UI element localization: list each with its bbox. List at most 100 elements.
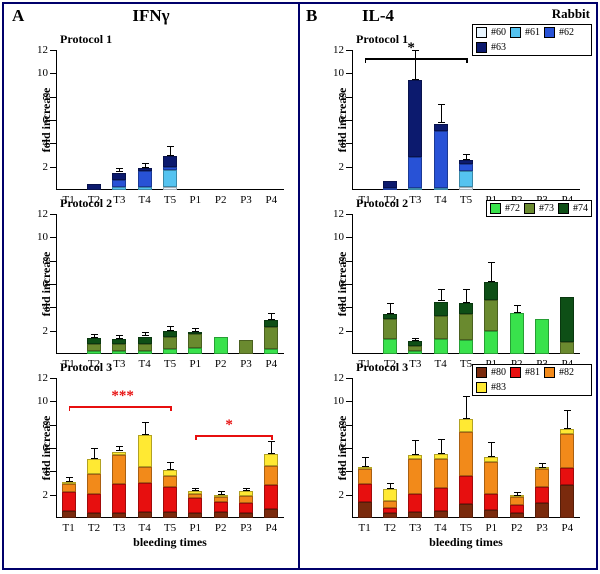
x-tick-label: P4 (266, 194, 278, 206)
x-tick-label: P3 (240, 358, 252, 370)
y-tick-label: 8 (43, 91, 49, 103)
y-tick-label: 4 (43, 137, 49, 149)
legend-swatch (476, 367, 487, 378)
y-tick-label: 6 (43, 114, 49, 126)
legend-label: #83 (491, 382, 506, 393)
x-tick-label: P1 (190, 522, 202, 534)
x-tick-label: P3 (240, 194, 252, 206)
legend-label: #82 (559, 367, 574, 378)
x-tick-label: T2 (384, 522, 396, 534)
legend-swatch (510, 367, 521, 378)
x-axis-label: bleeding times (56, 535, 284, 550)
protocol-label: Protocol 3 (60, 360, 112, 375)
x-tick-label: P3 (240, 522, 252, 534)
y-tick-label: 10 (37, 395, 48, 407)
x-tick-label: P4 (562, 522, 574, 534)
x-tick-label: P2 (215, 194, 227, 206)
legend-swatch (476, 42, 487, 53)
legend-label: #72 (505, 203, 520, 214)
y-tick-label: 2 (43, 489, 49, 501)
panel-A: A IFNγ Protocol 1fold increase24681012T1… (4, 4, 300, 568)
x-tick-label: T4 (139, 522, 151, 534)
x-tick-label: T4 (435, 522, 447, 534)
y-tick-label: 8 (339, 255, 345, 267)
y-tick-label: 4 (43, 465, 49, 477)
x-tick-label: P1 (190, 194, 202, 206)
significance-bar (365, 58, 466, 60)
legend-swatch (544, 367, 555, 378)
protocol-label: Protocol 1 (356, 32, 408, 47)
y-tick-label: 2 (339, 325, 345, 337)
y-tick-label: 12 (333, 44, 344, 56)
y-tick-label: 10 (333, 395, 344, 407)
x-tick-label: P3 (536, 522, 548, 534)
x-tick-label: P1 (486, 522, 498, 534)
significance-bar (195, 435, 271, 437)
x-tick-label: T1 (359, 522, 371, 534)
y-tick-label: 12 (37, 372, 48, 384)
x-tick-label: P2 (215, 522, 227, 534)
x-tick-label: T3 (409, 522, 421, 534)
legend-label: #63 (491, 42, 506, 53)
y-tick-label: 2 (43, 325, 49, 337)
x-tick-label: T4 (435, 358, 447, 370)
legend-label: #74 (573, 203, 588, 214)
x-tick-label: T4 (139, 194, 151, 206)
protocol-label: Protocol 2 (60, 196, 112, 211)
y-tick-label: 8 (339, 91, 345, 103)
y-tick-label: 4 (43, 301, 49, 313)
y-tick-label: 2 (339, 489, 345, 501)
legend-swatch (510, 27, 521, 38)
protocol-label: Protocol 2 (356, 196, 408, 211)
y-tick-label: 2 (339, 161, 345, 173)
x-tick-label: P4 (266, 522, 278, 534)
y-tick-label: 12 (333, 208, 344, 220)
y-tick-label: 4 (339, 137, 345, 149)
legend-protocol-2: #72#73#74 (486, 200, 592, 217)
figure-frame: A IFNγ Protocol 1fold increase24681012T1… (2, 2, 598, 570)
title-il4: IL-4 (260, 6, 496, 26)
legend-swatch (476, 382, 487, 393)
chart-A1: fold increase24681012T1T2T3T4T5P1P2P3P4 (56, 50, 284, 190)
y-tick-label: 8 (43, 255, 49, 267)
x-tick-label: T5 (460, 358, 472, 370)
y-tick-label: 4 (339, 465, 345, 477)
title-rabbit: Rabbit (552, 6, 590, 22)
x-tick-label: T4 (435, 194, 447, 206)
legend-label: #81 (525, 367, 540, 378)
legend-swatch (558, 203, 569, 214)
y-tick-label: 6 (339, 442, 345, 454)
chart-A3: fold increase24681012T1T2T3T4T5P1P2P3P4*… (56, 378, 284, 518)
legend-protocol-3: #80 #81 #82 #83 (472, 364, 592, 396)
chart-B2: fold increase24681012T1T2T3T4T5P1P2P3P4 (352, 214, 580, 354)
y-tick-label: 6 (339, 114, 345, 126)
legend-swatch (524, 203, 535, 214)
legend-swatch (490, 203, 501, 214)
legend-label: #60 (491, 27, 506, 38)
y-tick-label: 2 (43, 161, 49, 173)
x-tick-label: T3 (113, 522, 125, 534)
x-tick-label: T3 (113, 358, 125, 370)
legend-label: #62 (559, 27, 574, 38)
panel-B: B IL-4 Rabbit Protocol 1fold increase246… (300, 4, 596, 568)
y-tick-label: 12 (37, 208, 48, 220)
x-tick-label: P2 (511, 522, 523, 534)
legend-protocol-1: #60 #61 #62 #63 (472, 24, 592, 56)
y-tick-label: 12 (333, 372, 344, 384)
y-tick-label: 6 (43, 442, 49, 454)
y-tick-label: 12 (37, 44, 48, 56)
x-tick-label: T3 (409, 194, 421, 206)
legend-label: #61 (525, 27, 540, 38)
x-tick-label: T1 (63, 522, 75, 534)
legend-swatch (544, 27, 555, 38)
significance-bar (69, 406, 170, 408)
x-tick-label: T3 (409, 358, 421, 370)
legend-label: #80 (491, 367, 506, 378)
x-tick-label: P4 (266, 358, 278, 370)
x-tick-label: T5 (164, 194, 176, 206)
legend-swatch (476, 27, 487, 38)
y-tick-label: 4 (339, 301, 345, 313)
chart-A2: fold increase24681012T1T2T3T4T5P1P2P3P4 (56, 214, 284, 354)
y-tick-label: 10 (37, 67, 48, 79)
significance-star: * (225, 417, 233, 434)
